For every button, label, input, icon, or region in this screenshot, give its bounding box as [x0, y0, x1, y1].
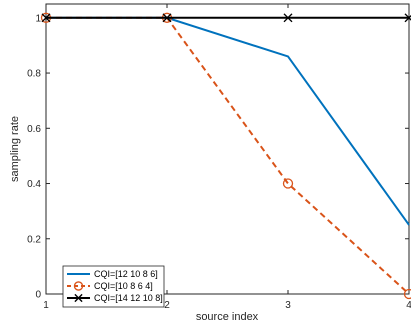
legend-item: CQI=[10 8 6 4]: [67, 281, 153, 291]
x-tick-label: 1: [43, 300, 49, 311]
x-marker: [162, 13, 172, 23]
circle-marker: [282, 178, 294, 189]
axis-ticks: 1 2 3 4 0 0.2 0.4 0.6 0.8 1: [27, 4, 411, 311]
y-tick-label: 0.6: [27, 124, 41, 135]
plot-area: [45, 3, 410, 295]
x-marker: [74, 293, 83, 303]
y-tick-label: 0.4: [27, 179, 41, 190]
y-tick-label: 1: [35, 13, 41, 24]
y-tick-label: 0.8: [27, 69, 41, 80]
x-marker: [283, 13, 293, 23]
legend-item: CQI=[12 10 8 6]: [67, 269, 158, 279]
legend: CQI=[12 10 8 6] CQI=[10 8 6 4] CQI=[14 12 …: [62, 265, 165, 308]
x-tick-label: 4: [406, 300, 411, 311]
legend-label: CQI=[10 8 6 4]: [94, 281, 153, 291]
y-tick-label: 0.2: [27, 234, 41, 245]
legend-item: CQI=[14 12 10 8]: [67, 293, 163, 303]
x-marker: [404, 13, 411, 23]
series-3: [41, 13, 411, 23]
x-tick-label: 3: [285, 300, 291, 311]
y-axis-label: sampling rate: [9, 116, 21, 182]
legend-label: CQI=[12 10 8 6]: [94, 269, 158, 279]
x-tick-label: 2: [164, 300, 170, 311]
y-tick-label: 0: [35, 290, 41, 301]
x-marker: [41, 13, 51, 23]
circle-marker: [403, 288, 411, 300]
legend-label: CQI=[14 12 10 8]: [94, 293, 163, 303]
x-axis-label: source index: [196, 311, 259, 323]
series-group: [40, 12, 411, 300]
circle-marker: [73, 281, 84, 291]
